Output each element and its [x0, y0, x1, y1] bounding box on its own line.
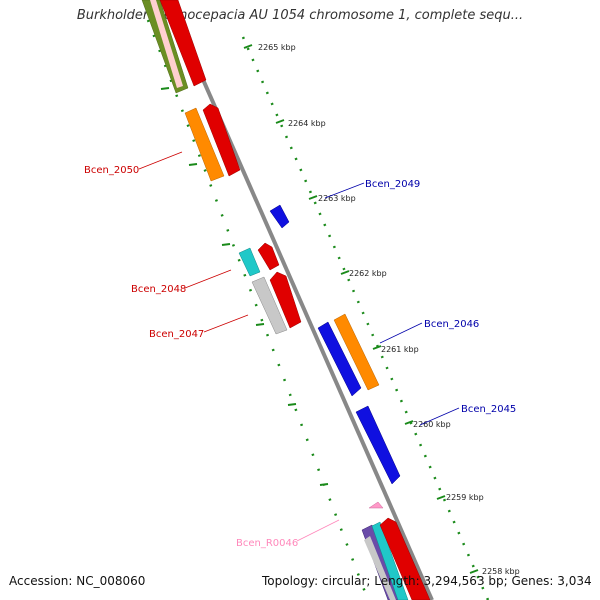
gene-label-bcen-2047[interactable]: Bcen_2047: [149, 329, 204, 340]
gene-label-bcen-2049[interactable]: Bcen_2049: [365, 179, 420, 190]
gene-bcen-2045[interactable]: [355, 405, 401, 485]
gene-bcen-2050[interactable]: [184, 107, 225, 182]
topology-text: Topology: circular; Length: 3,294,563 bp…: [262, 574, 592, 588]
kbp-label: 2258 kbp: [482, 567, 520, 576]
gene-label-bcen-2045[interactable]: Bcen_2045: [461, 404, 516, 415]
gene-bcen-2048[interactable]: [238, 247, 261, 277]
kbp-label: 2263 kbp: [318, 194, 356, 203]
gene-bcen-2047[interactable]: [251, 276, 288, 335]
kbp-labels: 2265 kbp 2264 kbp 2263 kbp 2262 kbp 2261…: [258, 43, 520, 576]
gc-content-track: [146, 19, 490, 600]
gene-bcen-2046[interactable]: [333, 313, 380, 391]
gene-red-2048b[interactable]: [257, 242, 280, 271]
inner-dotted-track: [146, 19, 370, 600]
gene-label-bcen-r0046[interactable]: Bcen_R0046: [236, 538, 298, 549]
gene-bcen-2049[interactable]: [269, 204, 290, 229]
gene-red-2050b[interactable]: [202, 103, 241, 177]
gene-label-bcen-2046[interactable]: Bcen_2046: [424, 319, 479, 330]
kbp-label: 2262 kbp: [349, 269, 387, 278]
label-leaders: [138, 151, 460, 542]
accession-text: Accession: NC_008060: [9, 574, 146, 588]
genes[interactable]: [141, 0, 431, 600]
gene-cluster-red[interactable]: [379, 517, 431, 600]
chromosome-backbone: [166, 0, 434, 600]
kbp-label: 2261 kbp: [381, 345, 419, 354]
gene-label-group: Bcen_2050 Bcen_2049 Bcen_2048 Bcen_2047 …: [84, 165, 516, 549]
kbp-label: 2265 kbp: [258, 43, 296, 52]
kbp-label: 2260 kbp: [413, 420, 451, 429]
gene-cluster-cyan[interactable]: [371, 521, 409, 600]
gene-cluster-grey[interactable]: [364, 536, 396, 600]
gene-label-bcen-2050[interactable]: Bcen_2050: [84, 165, 139, 176]
gene-blue-2046a[interactable]: [317, 321, 362, 397]
gene-red-2047b[interactable]: [269, 271, 302, 329]
kbp-label: 2259 kbp: [446, 493, 484, 502]
gene-label-bcen-2048[interactable]: Bcen_2048: [131, 284, 186, 295]
inner-ticks: [160, 87, 329, 486]
gene-bcen-r0046[interactable]: [368, 501, 384, 509]
gene-white-top[interactable]: [150, 0, 183, 88]
gene-red-top[interactable]: [159, 0, 207, 87]
kbp-ticks: [243, 44, 479, 574]
kbp-label: 2264 kbp: [288, 119, 326, 128]
map-title: Burkholderia cenocepacia AU 1054 chromos…: [76, 8, 524, 23]
